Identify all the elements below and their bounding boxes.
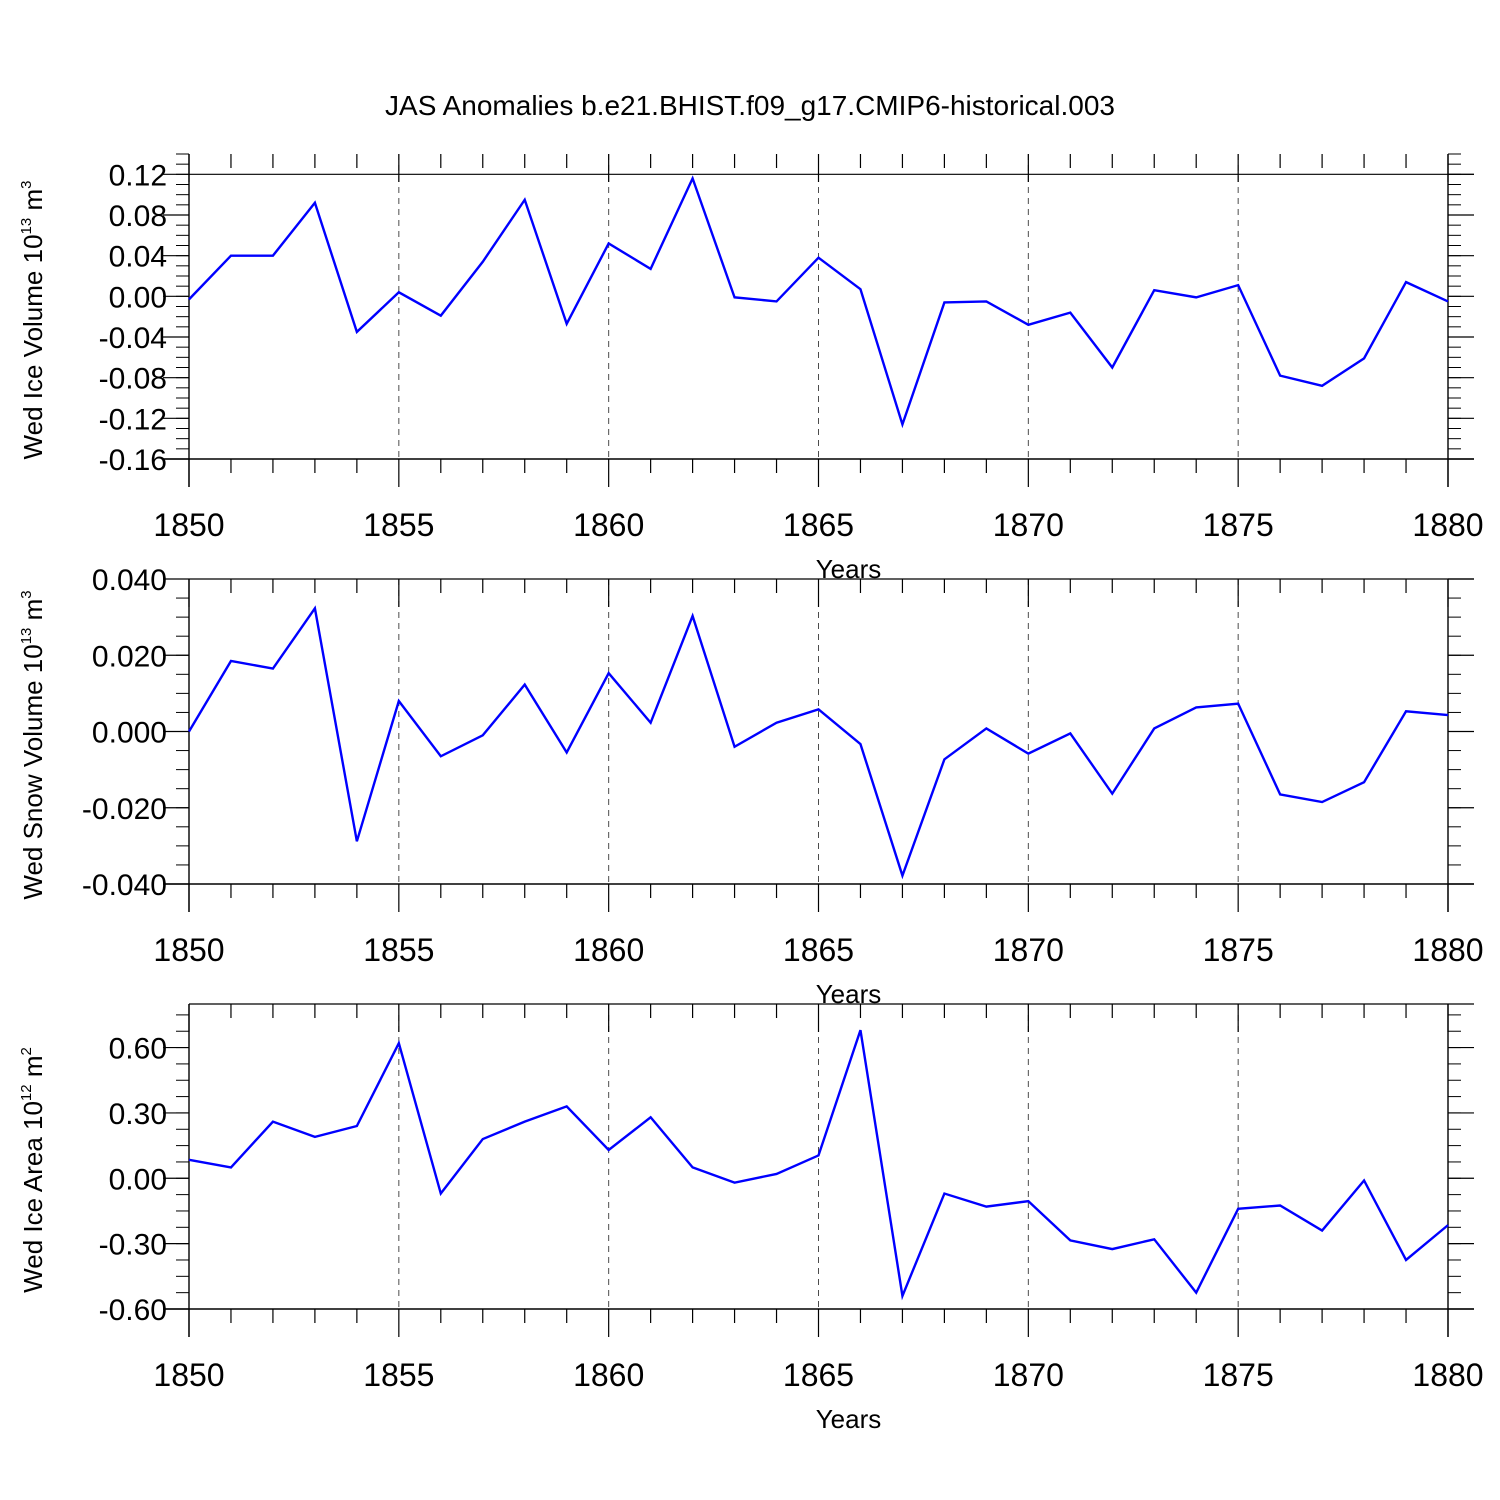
y-tick-label: -0.020: [82, 793, 167, 826]
x-tick-label: 1850: [153, 507, 224, 543]
x-tick-label: 1880: [1412, 507, 1483, 543]
y-tick-label: 0.60: [109, 1033, 167, 1066]
x-tick-label: 1875: [1203, 507, 1274, 543]
y-tick-label: 0.040: [92, 564, 167, 597]
y-axis-label: Wed Ice Volume 1013 m3: [18, 181, 48, 460]
x-tick-label: 1860: [573, 1357, 644, 1393]
panel-2: 0.040 0.020 0.000 -0.020 -0.040 1850 1855 1860 1…: [18, 564, 1484, 1009]
panels: 0.12 0.08 0.04 0.00 -0.04 -0.08 -0.12 -0.16 1850…: [18, 153, 1484, 1434]
x-tick-label: 1855: [363, 1357, 434, 1393]
x-tick-label: 1875: [1203, 932, 1274, 968]
x-tick-label: 1855: [363, 507, 434, 543]
x-tick-label: 1850: [153, 1357, 224, 1393]
y-tick-label: 0.000: [92, 717, 167, 750]
x-tick-label: 1880: [1412, 932, 1483, 968]
y-tick-label: 0.020: [92, 640, 167, 673]
x-tick-label: 1865: [783, 932, 854, 968]
y-tick-label: 0.00: [109, 1163, 167, 1196]
y-tick-label: -0.08: [99, 363, 167, 396]
y-tick-label: 0.12: [109, 159, 167, 192]
y-tick-label: 0.00: [109, 281, 167, 314]
y-tick-label: 0.30: [109, 1098, 167, 1131]
panel-3: 0.60 0.30 0.00 -0.30 -0.60 1850 1855 1860 1865 18…: [18, 1003, 1484, 1434]
x-tick-label: 1870: [993, 1357, 1064, 1393]
x-tick-label: 1865: [783, 507, 854, 543]
panel-1: 0.12 0.08 0.04 0.00 -0.04 -0.08 -0.12 -0.16 1850…: [18, 153, 1484, 584]
figure-title: JAS Anomalies b.e21.BHIST.f09_g17.CMIP6-…: [385, 90, 1115, 121]
y-axis-label: Wed Snow Volume 1013 m3: [18, 590, 48, 899]
x-tick-label: 1870: [993, 507, 1064, 543]
y-tick-label: -0.12: [99, 403, 167, 436]
x-tick-label: 1850: [153, 932, 224, 968]
y-tick-label: -0.30: [99, 1229, 167, 1262]
x-tick-label: 1875: [1203, 1357, 1274, 1393]
y-tick-label: 0.04: [109, 241, 167, 274]
y-tick-label: -0.16: [99, 444, 167, 477]
x-axis-label: Years: [816, 1404, 882, 1434]
x-tick-label: 1880: [1412, 1357, 1483, 1393]
x-tick-label: 1855: [363, 932, 434, 968]
y-tick-label: -0.040: [82, 869, 167, 902]
x-tick-label: 1860: [573, 507, 644, 543]
y-axis-label: Wed Ice Area 1012 m2: [18, 1047, 48, 1293]
y-tick-label: -0.60: [99, 1294, 167, 1327]
y-tick-label: 0.08: [109, 200, 167, 233]
x-tick-label: 1865: [783, 1357, 854, 1393]
y-tick-label: -0.04: [99, 322, 167, 355]
x-tick-label: 1860: [573, 932, 644, 968]
x-tick-label: 1870: [993, 932, 1064, 968]
